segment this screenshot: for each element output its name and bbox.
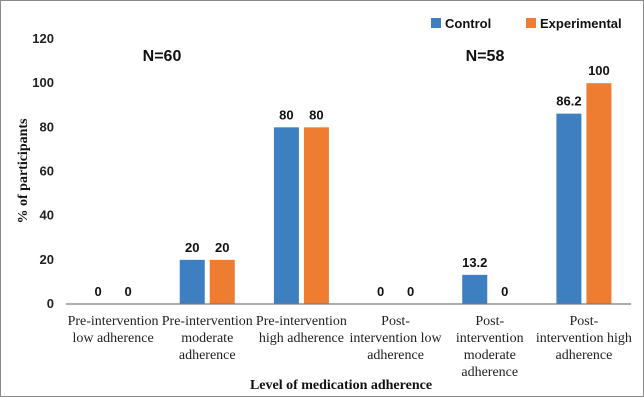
x-category-line: high adherence [259, 331, 344, 346]
x-category-line: Pre-intervention [68, 314, 159, 329]
bar-control [462, 274, 488, 304]
data-label: 86.2 [556, 94, 581, 109]
y-tick-label: 20 [40, 252, 54, 267]
x-category-line: intervention low [350, 331, 443, 346]
x-category-line: adherence [179, 348, 236, 363]
x-category-line: intervention [456, 331, 524, 346]
bar-control [273, 127, 299, 304]
data-label: 0 [124, 284, 131, 299]
data-label: 0 [377, 284, 384, 299]
x-axis-title: Level of medication adherence [250, 378, 432, 393]
y-axis-title: % of participants [16, 118, 31, 224]
annotation-n58: N=58 [466, 48, 505, 65]
data-label: 80 [279, 107, 293, 122]
bar-control [556, 113, 582, 305]
x-category-line: intervention high [536, 331, 632, 346]
x-category-line: adherence [556, 348, 613, 363]
x-category-line: adherence [461, 365, 518, 380]
y-tick-label: 80 [40, 119, 54, 134]
legend: Control Experimental [431, 16, 622, 31]
x-category-line: low adherence [72, 331, 153, 346]
bar-experimental [209, 259, 235, 304]
x-category-label: Post-intervention low adherence [350, 314, 443, 363]
x-axis-categories: Pre-intervention low adherencePre-interve… [68, 314, 632, 380]
data-label: 80 [309, 107, 323, 122]
x-category-label: Pre-intervention high adherence [256, 314, 347, 346]
bar-control [179, 259, 205, 304]
x-category-line: Post- [475, 314, 504, 329]
data-label: 20 [215, 240, 229, 255]
data-label: 20 [185, 240, 199, 255]
data-label: 0 [94, 284, 101, 299]
x-category-label: Post-intervention high adherence [536, 314, 632, 363]
x-category-line: Post- [381, 314, 410, 329]
data-label: 0 [501, 284, 508, 299]
bar-experimental [303, 127, 329, 304]
data-labels: 0 0 20 20 80 80 0 0 13.2 0 86.2 100 [94, 63, 609, 299]
x-category-line: adherence [367, 348, 424, 363]
bar-experimental [586, 83, 612, 305]
x-category-line: Pre-intervention [162, 314, 253, 329]
data-label: 0 [407, 284, 414, 299]
x-category-line: Post- [570, 314, 599, 329]
y-tick-label: 0 [47, 296, 54, 311]
bars [179, 83, 612, 305]
x-category-line: Pre-intervention [256, 314, 347, 329]
legend-swatch-experimental [526, 18, 536, 28]
y-axis-ticks: 0 20 40 60 80 100 120 [32, 31, 54, 311]
legend-swatch-control [431, 18, 441, 28]
y-tick-label: 100 [32, 75, 54, 90]
legend-label-experimental: Experimental [540, 16, 622, 31]
x-category-line: moderate [464, 348, 516, 363]
y-tick-label: 60 [40, 164, 54, 179]
x-category-line: moderate [181, 331, 233, 346]
annotation-n60: N=60 [143, 48, 182, 65]
legend-label-control: Control [445, 16, 491, 31]
y-tick-label: 120 [32, 31, 54, 46]
data-label: 100 [588, 63, 610, 78]
x-category-label: Post-intervention moderate adherence [456, 314, 524, 380]
data-label: 13.2 [462, 255, 487, 270]
y-tick-label: 40 [40, 208, 54, 223]
x-category-label: Pre-intervention low adherence [68, 314, 159, 346]
x-category-label: Pre-intervention moderate adherence [162, 314, 253, 363]
